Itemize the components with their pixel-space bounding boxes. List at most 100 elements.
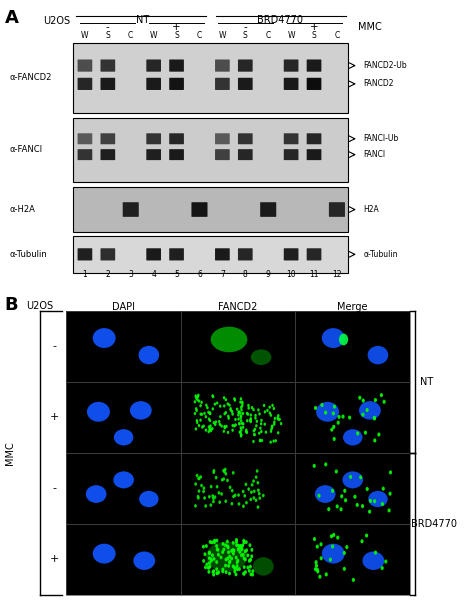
Circle shape — [277, 431, 280, 434]
Text: BRD4770: BRD4770 — [410, 519, 457, 529]
Circle shape — [277, 418, 280, 421]
FancyBboxPatch shape — [78, 149, 92, 160]
FancyBboxPatch shape — [146, 59, 161, 71]
Circle shape — [243, 540, 246, 544]
Circle shape — [266, 409, 269, 412]
Ellipse shape — [114, 429, 133, 445]
Circle shape — [243, 565, 246, 569]
Circle shape — [254, 428, 256, 431]
Ellipse shape — [206, 542, 247, 572]
Circle shape — [210, 503, 212, 507]
Circle shape — [246, 412, 248, 415]
Circle shape — [231, 548, 235, 552]
Circle shape — [228, 417, 230, 420]
Circle shape — [242, 426, 245, 429]
Circle shape — [258, 412, 261, 415]
Circle shape — [234, 418, 237, 421]
Circle shape — [374, 551, 377, 554]
Circle shape — [211, 553, 214, 557]
Circle shape — [330, 428, 333, 432]
Text: U2OS: U2OS — [26, 301, 53, 311]
Circle shape — [231, 489, 234, 492]
Ellipse shape — [138, 346, 159, 364]
Circle shape — [336, 504, 339, 509]
Circle shape — [209, 412, 211, 415]
Circle shape — [268, 406, 271, 409]
Circle shape — [201, 425, 204, 429]
Circle shape — [225, 411, 227, 414]
Circle shape — [324, 411, 327, 415]
Circle shape — [212, 557, 216, 561]
Circle shape — [220, 492, 223, 496]
Circle shape — [208, 551, 211, 555]
Circle shape — [240, 434, 242, 437]
Circle shape — [250, 414, 252, 417]
Circle shape — [225, 570, 228, 574]
Circle shape — [255, 420, 258, 423]
Circle shape — [208, 430, 210, 433]
Text: -: - — [53, 342, 56, 351]
Bar — [73, 187, 348, 232]
Circle shape — [210, 559, 213, 562]
Circle shape — [216, 401, 219, 404]
Circle shape — [195, 428, 197, 431]
Ellipse shape — [210, 327, 247, 352]
Bar — [181, 453, 295, 524]
Circle shape — [200, 412, 202, 416]
Circle shape — [246, 431, 248, 434]
Circle shape — [215, 567, 218, 571]
Circle shape — [314, 560, 318, 564]
Circle shape — [251, 573, 254, 576]
Circle shape — [384, 559, 387, 564]
Circle shape — [199, 475, 202, 479]
Circle shape — [233, 397, 236, 400]
Bar — [66, 524, 181, 595]
Bar — [295, 311, 410, 382]
Text: W: W — [219, 31, 226, 40]
Circle shape — [318, 493, 320, 498]
Circle shape — [233, 425, 236, 428]
Circle shape — [260, 430, 263, 433]
Circle shape — [241, 401, 244, 404]
Circle shape — [198, 400, 201, 403]
Circle shape — [277, 414, 280, 417]
Text: BRD4770: BRD4770 — [256, 15, 303, 24]
Circle shape — [228, 554, 231, 559]
Circle shape — [239, 412, 242, 415]
Circle shape — [239, 431, 242, 435]
Circle shape — [212, 421, 215, 425]
FancyBboxPatch shape — [284, 59, 299, 71]
Circle shape — [240, 547, 243, 551]
Circle shape — [270, 428, 273, 431]
Circle shape — [329, 558, 332, 562]
Circle shape — [259, 439, 261, 442]
Circle shape — [194, 412, 196, 415]
FancyBboxPatch shape — [100, 77, 115, 90]
Circle shape — [255, 475, 257, 479]
Text: H2A: H2A — [364, 205, 379, 214]
Text: MMC: MMC — [5, 441, 16, 465]
Circle shape — [228, 561, 231, 564]
Circle shape — [235, 538, 238, 542]
Circle shape — [240, 433, 243, 437]
Circle shape — [228, 559, 231, 564]
Circle shape — [214, 403, 216, 406]
Circle shape — [314, 406, 317, 410]
Circle shape — [227, 402, 229, 406]
Circle shape — [202, 425, 205, 428]
Text: 8: 8 — [243, 270, 248, 279]
Circle shape — [205, 415, 207, 418]
Ellipse shape — [86, 485, 107, 503]
Ellipse shape — [139, 491, 159, 507]
Text: W: W — [287, 31, 295, 40]
Circle shape — [238, 422, 241, 425]
Circle shape — [253, 433, 255, 436]
Circle shape — [210, 429, 212, 432]
Bar — [181, 382, 295, 453]
FancyBboxPatch shape — [215, 77, 230, 90]
Text: α-FANCD2: α-FANCD2 — [9, 73, 52, 82]
Circle shape — [231, 410, 233, 413]
Circle shape — [249, 418, 252, 422]
Circle shape — [212, 573, 215, 576]
Circle shape — [333, 404, 336, 409]
